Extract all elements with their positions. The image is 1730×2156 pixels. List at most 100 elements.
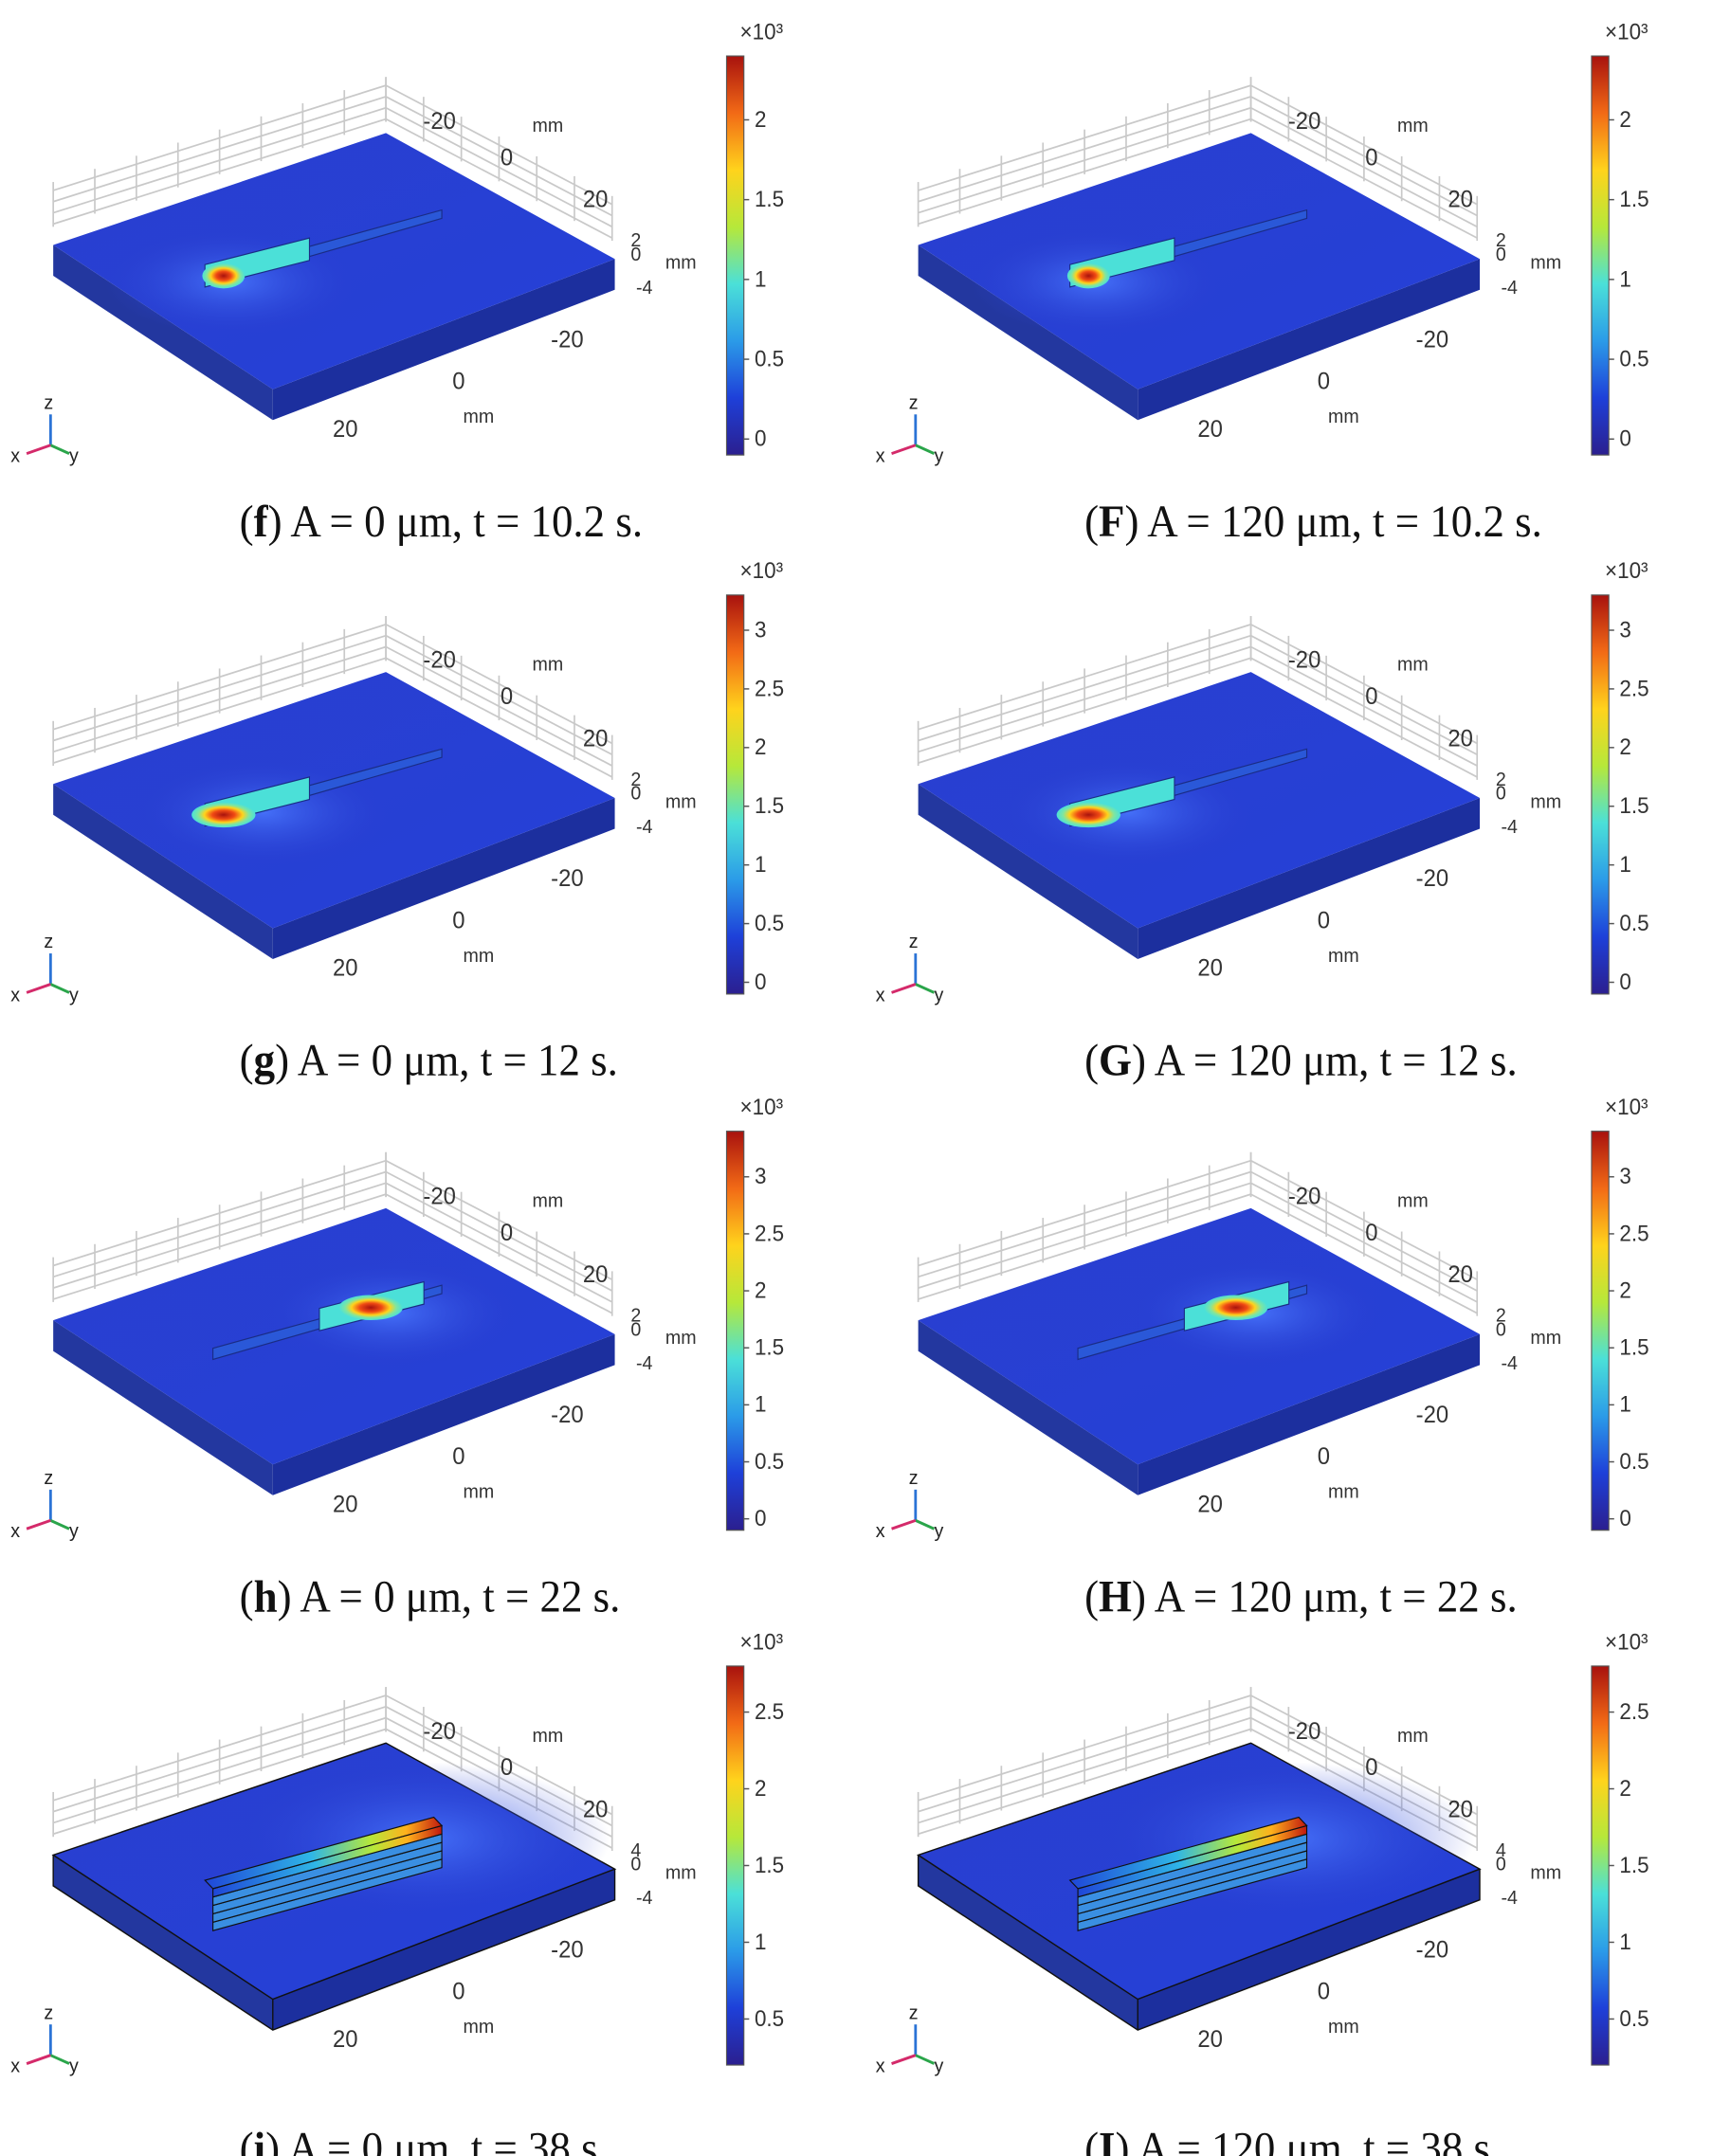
colorbar-exponent: ×10³ <box>1605 558 1648 584</box>
axis-triad: z y x <box>876 392 944 467</box>
colorbar-tick-label: 0 <box>1619 1506 1630 1531</box>
colorbar-tick-label: 0 <box>1619 426 1630 451</box>
colorbar-gradient <box>725 1131 745 1531</box>
triad-z: z <box>44 932 53 953</box>
colorbar: ×10³ 2 1.5 1 0.5 0 <box>725 19 784 456</box>
colorbar-tick-label: 1 <box>755 266 766 292</box>
triad-x: x <box>876 985 885 1006</box>
caption-paren-close: ) <box>265 2123 280 2156</box>
caption-paren-close: ) <box>1132 1036 1146 1085</box>
tick-x-neg20: -20 <box>551 327 583 353</box>
colorbar-tick-label: 0 <box>755 426 766 451</box>
triad-x: x <box>876 2056 885 2077</box>
panel-caption: (f) A = 0 μm, t = 10.2 s. <box>240 497 643 546</box>
colorbar-tick-label: 1.5 <box>1619 187 1648 212</box>
triad-z: z <box>44 1468 53 1490</box>
caption-letter: F <box>1099 497 1124 546</box>
panel-caption: (h) A = 0 μm, t = 22 s. <box>240 1571 621 1621</box>
colorbar-tick-label: 3 <box>1619 617 1630 643</box>
unit-y: mm <box>533 654 564 676</box>
unit-z: mm <box>1530 1862 1561 1884</box>
tick-y-neg20: -20 <box>423 647 455 674</box>
triad-x: x <box>10 2056 20 2077</box>
colorbar-exponent: ×10³ <box>740 1094 784 1119</box>
triad-z: z <box>44 392 53 414</box>
tick-z-bot: -4 <box>636 278 652 299</box>
caption-paren-close: ) <box>1116 2123 1130 2156</box>
panel-caption: (H) A = 120 μm, t = 22 s. <box>1084 1571 1518 1621</box>
tick-y-neg20: -20 <box>1288 1718 1320 1745</box>
tick-z-top: 2 <box>630 230 641 252</box>
caption-letter: g <box>254 1036 275 1085</box>
unit-x: mm <box>1328 407 1359 428</box>
caption-text: A = 0 μm, t = 22 s. <box>292 1571 621 1621</box>
caption-letter: h <box>254 1571 278 1621</box>
colorbar-tick-label: 0.5 <box>755 346 784 371</box>
tick-z-top: 2 <box>1496 230 1506 252</box>
unit-z: mm <box>665 791 697 813</box>
unit-x: mm <box>1328 945 1359 967</box>
triad-z: z <box>909 2002 919 2024</box>
tick-z-bot: -4 <box>1501 1888 1517 1910</box>
colorbar-tick-label: 1 <box>755 1391 766 1417</box>
axis-grid <box>917 1151 1479 1316</box>
caption-letter: H <box>1099 1571 1132 1621</box>
tick-z-bot: -4 <box>636 1888 652 1910</box>
panel-caption: (G) A = 120 μm, t = 12 s. <box>1084 1036 1518 1085</box>
colorbar-tick-label: 0.5 <box>1619 1448 1648 1474</box>
colorbar-tick-label: 1 <box>1619 1929 1630 1954</box>
tick-x-neg20: -20 <box>551 866 583 893</box>
axis-triad: z y x <box>10 932 79 1006</box>
colorbar: ×10³ 2.5 2 1.5 1 0.5 <box>725 1629 784 2066</box>
tick-y-20: 20 <box>583 1262 609 1289</box>
deposition-track <box>204 1762 610 1931</box>
caption-paren-close: ) <box>1132 1571 1146 1621</box>
axis-triad: z y x <box>876 2002 944 2077</box>
triad-y: y <box>69 445 80 467</box>
tick-x-0: 0 <box>452 1444 464 1471</box>
unit-x: mm <box>464 2017 495 2038</box>
tick-z-mid: 0 <box>630 1854 641 1875</box>
tick-z-bot: -4 <box>636 1352 652 1374</box>
axis-triad: z y x <box>10 2002 79 2077</box>
colorbar-tick-label: 2.5 <box>1619 676 1648 701</box>
axis-triad: z y x <box>10 1468 79 1543</box>
colorbar-gradient <box>725 55 745 456</box>
unit-y: mm <box>533 1725 564 1747</box>
tick-x-neg20: -20 <box>1416 866 1448 893</box>
colorbar-gradient <box>1591 1131 1610 1531</box>
colorbar: ×10³ 3 2.5 2 1.5 1 0.5 0 <box>1591 1094 1649 1531</box>
panel-caption: (I) A = 120 μm, t = 38 s. <box>1084 2123 1501 2156</box>
deposition-track <box>212 1259 519 1367</box>
colorbar: ×10³ 2.5 2 1.5 1 0.5 <box>1591 1629 1649 2066</box>
tick-z-top: 4 <box>630 1839 641 1861</box>
tick-y-20: 20 <box>583 726 609 752</box>
tick-z-mid: 0 <box>1496 783 1506 805</box>
tick-x-20: 20 <box>333 2026 358 2053</box>
tick-y-20: 20 <box>1448 1797 1473 1823</box>
unit-z: mm <box>665 1328 697 1350</box>
tick-z-top: 2 <box>630 1305 641 1327</box>
colorbar-tick-label: 0.5 <box>1619 910 1648 935</box>
tick-z-mid: 0 <box>630 244 641 265</box>
caption-text: A = 0 μm, t = 12 s. <box>289 1036 618 1085</box>
colorbar-tick-label: 0 <box>1619 969 1630 994</box>
tick-z-bot: -4 <box>1501 1352 1517 1374</box>
caption-letter: i <box>254 2123 266 2156</box>
triad-z: z <box>909 1468 919 1490</box>
tick-y-neg20: -20 <box>423 108 455 135</box>
triad-y: y <box>69 985 80 1006</box>
tick-x-20: 20 <box>333 955 358 982</box>
axis-grid <box>52 616 613 780</box>
triad-y: y <box>69 1521 80 1543</box>
colorbar-tick-label: 1.5 <box>755 793 784 819</box>
